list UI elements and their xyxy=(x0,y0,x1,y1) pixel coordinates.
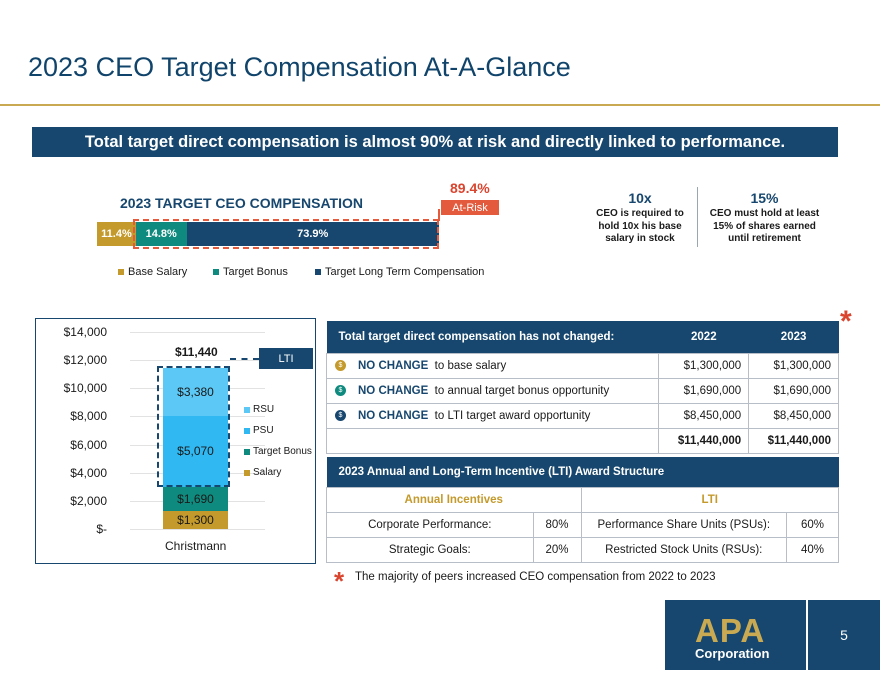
bonus-marker-icon: $ xyxy=(335,384,346,396)
table-row: Strategic Goals: 20% Restricted Stock Un… xyxy=(326,536,839,563)
bar-salary: $1,300 xyxy=(163,510,228,529)
bar-segment-target-bonus: 14.8% xyxy=(135,222,187,246)
at-risk-badge: At-Risk xyxy=(441,200,499,215)
logo-subtitle: Corporation xyxy=(695,646,770,661)
total-label: $11,440 xyxy=(175,345,218,359)
stat-10x-desc: CEO is required to hold 10x his base salar… xyxy=(596,208,684,244)
logo-wordmark: APA xyxy=(695,612,766,649)
y-tick-label: $10,000 xyxy=(63,381,107,396)
stacked-chart-panel xyxy=(35,318,316,564)
lti-marker-icon: $ xyxy=(335,409,346,421)
title-divider xyxy=(0,104,880,106)
at-risk-connector xyxy=(438,209,440,221)
lti-label: LTI xyxy=(259,348,313,369)
year-2023-header: 2023 xyxy=(748,321,839,353)
legend-rsu: RSU xyxy=(244,404,274,415)
bar-segment-base-salary: 11.4% xyxy=(97,222,136,246)
year-2022-header: 2022 xyxy=(658,321,749,353)
bar-segment-ltc: 73.9% xyxy=(186,222,439,246)
y-tick-label: $2,000 xyxy=(70,493,107,508)
comp-bar-title: 2023 TARGET CEO COMPENSATION xyxy=(120,195,363,211)
table-row: $ NO CHANGE to LTI target award opportuni… xyxy=(325,402,839,429)
company-logo: APA Corporation xyxy=(665,600,806,670)
page-title: 2023 CEO Target Compensation At-A-Glance xyxy=(28,52,571,82)
bar-target-bonus: $1,690 xyxy=(163,486,228,511)
y-tick-label: $12,000 xyxy=(63,353,107,368)
bar-psu: $5,070 xyxy=(163,415,228,487)
page-number: 5 xyxy=(808,600,880,670)
legend-target-bonus-2: Target Bonus xyxy=(244,446,312,457)
legend-target-ltc: Target Long Term Compensation xyxy=(315,266,484,278)
y-tick-label: $4,000 xyxy=(70,465,107,480)
lti-connector xyxy=(230,358,259,360)
table-row: Corporate Performance: 80% Performance S… xyxy=(326,511,839,538)
annual-incentives-header: Annual Incentives xyxy=(326,486,582,513)
stat-10x-value: 10x xyxy=(628,190,652,206)
legend-psu: PSU xyxy=(244,425,274,436)
incentive-structure-table: 2023 Annual and Long-Term Incentive (LTI… xyxy=(326,457,839,563)
comp-table-header: Total target direct compensation has not… xyxy=(326,321,659,353)
table-total-row: $11,440,000 $11,440,000 xyxy=(325,427,839,454)
y-tick-label: $6,000 xyxy=(70,437,107,452)
stat-15pct-value: 15% xyxy=(750,190,779,206)
comp-change-table: Total target direct compensation has not… xyxy=(325,321,839,454)
comp-table-asterisk: * xyxy=(840,305,852,338)
legend-salary: Salary xyxy=(244,467,281,478)
y-tick-label: $14,000 xyxy=(63,325,107,339)
table-row: $ NO CHANGE to annual target bonus opport… xyxy=(325,377,839,404)
table-row: $ NO CHANGE to base salary $1,300,000 $1,… xyxy=(325,352,839,379)
stat-divider xyxy=(697,187,698,247)
y-tick-label: $8,000 xyxy=(70,409,107,424)
lti-bracket xyxy=(157,366,230,487)
lti-header: LTI xyxy=(580,486,839,513)
summary-banner: Total target direct compensation is almo… xyxy=(32,127,838,157)
footnote-asterisk: * xyxy=(334,566,345,596)
legend-base-salary: Base Salary xyxy=(118,266,187,278)
at-risk-percentage: 89.4% xyxy=(450,180,490,196)
y-gridline xyxy=(130,332,265,333)
footnote-text: The majority of peers increased CEO comp… xyxy=(355,571,716,583)
bar-rsu: $3,380 xyxy=(163,368,228,416)
incentive-table-header: 2023 Annual and Long-Term Incentive (LTI… xyxy=(326,457,839,487)
at-risk-bracket xyxy=(133,219,439,249)
x-category-label: Christmann xyxy=(165,539,227,553)
legend-target-bonus: Target Bonus xyxy=(213,266,288,278)
y-tick-label: $- xyxy=(96,522,107,536)
y-gridline xyxy=(130,360,265,362)
stat-15pct-desc: CEO must hold at least 15% of shares earn… xyxy=(709,208,820,244)
y-gridline xyxy=(130,529,265,530)
salary-marker-icon: $ xyxy=(335,359,346,371)
